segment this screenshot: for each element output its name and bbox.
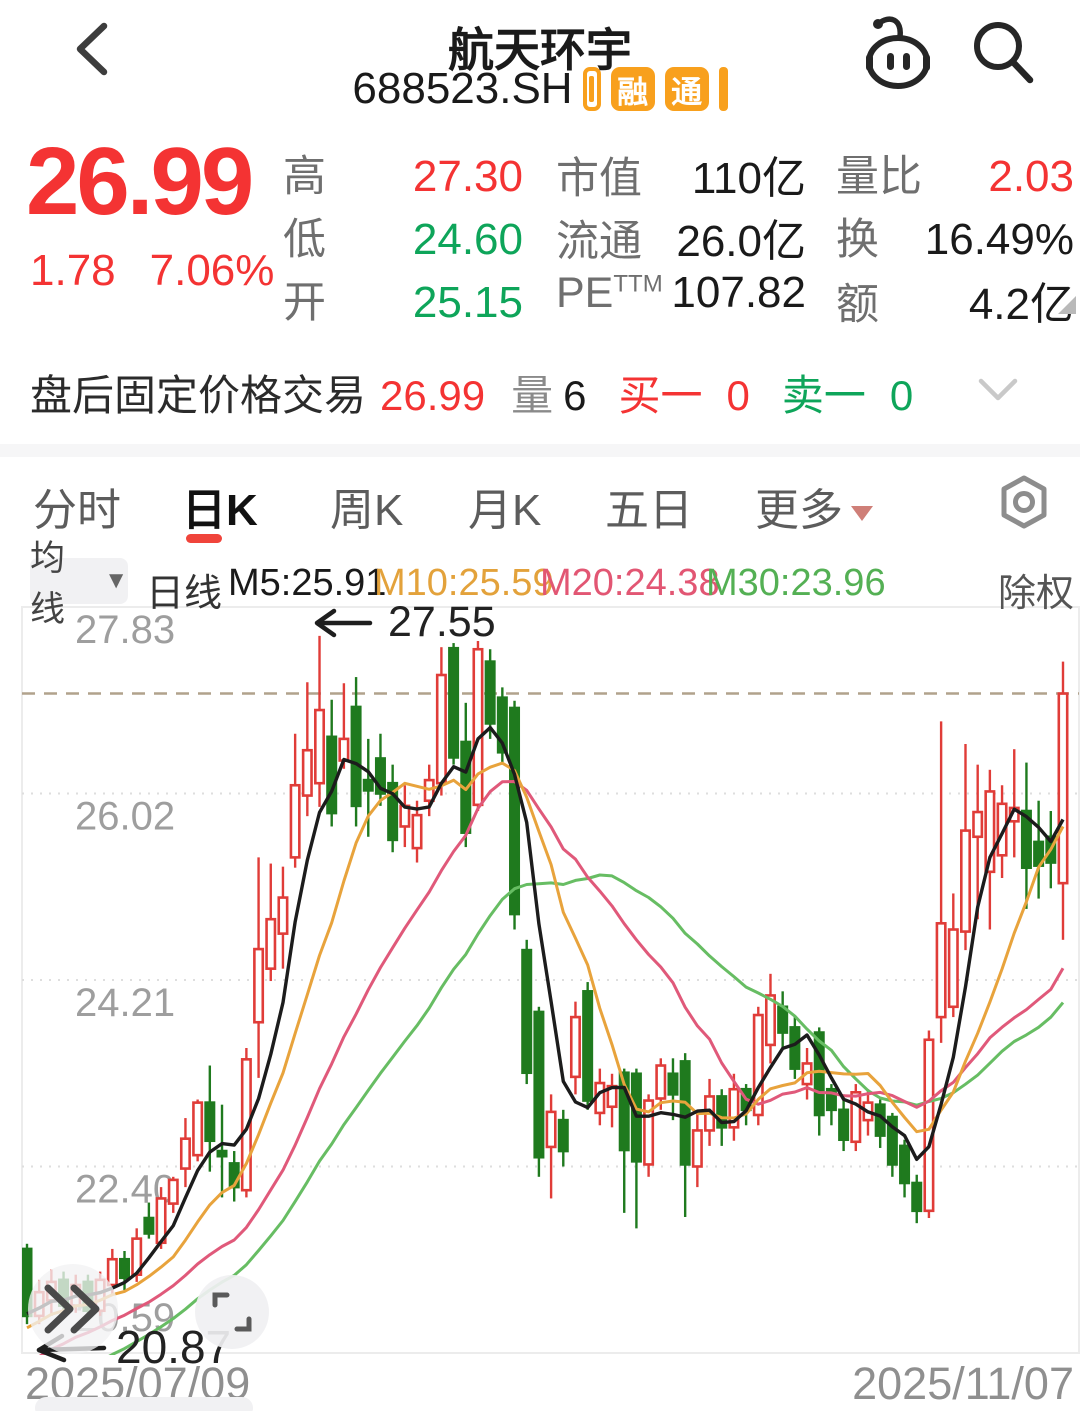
stat-value: 107.82 — [671, 268, 806, 317]
svg-text:26.02: 26.02 — [75, 795, 175, 839]
afterhours-vol-label: 量 — [511, 372, 554, 419]
skip-to-latest-button[interactable] — [28, 1264, 118, 1354]
last-price: 26.99 — [26, 128, 254, 235]
ma-line-m20 — [38, 780, 1065, 1355]
stock-code: 688523.SH — [352, 64, 573, 113]
tab-five-day[interactable]: 五日 — [605, 486, 693, 535]
bid1-value: 0 — [726, 372, 750, 419]
ask1-value: 0 — [889, 372, 914, 419]
stat-value: 25.15 — [412, 278, 523, 327]
stat-value: 16.49% — [924, 215, 1074, 264]
expand-icon — [212, 1292, 252, 1332]
stat-value: 110亿 — [691, 154, 806, 203]
change-amount: 1.78 — [30, 246, 116, 295]
afterhours-label: 盘后固定价格交易 — [30, 372, 367, 419]
stat-label: 开 — [283, 279, 326, 327]
tab-monthly-k[interactable]: 月K — [468, 486, 542, 535]
badge-fragment-icon — [582, 67, 601, 111]
stat-label: 低 — [283, 216, 326, 264]
search-icon[interactable] — [968, 18, 1038, 86]
afterhours-vol: 6 — [563, 372, 587, 419]
connect-badge: 通 — [664, 67, 709, 111]
tab-more[interactable]: 更多 — [755, 474, 873, 538]
active-tab-underline — [186, 534, 222, 543]
margin-badge: 融 — [610, 67, 655, 111]
period-label: 日线 — [146, 573, 223, 615]
chevron-down-icon: ▼ — [104, 567, 128, 594]
ma30-value: M30:23.96 — [706, 562, 886, 604]
tab-minute[interactable]: 分时 — [33, 486, 121, 535]
stat-label: 流通 — [556, 218, 642, 266]
bid1-label: 买一 — [618, 372, 703, 419]
stat-label: 换 — [836, 216, 879, 264]
stats-corner-triangle-icon — [1058, 296, 1076, 314]
page-title: 航天环宇 — [448, 24, 632, 76]
stat-value: 27.30 — [412, 152, 523, 201]
stat-value: 2.03 — [988, 152, 1074, 201]
svg-text:27.83: 27.83 — [75, 608, 175, 652]
chart-settings-icon[interactable] — [998, 474, 1050, 530]
exright-button[interactable]: 除权 — [998, 573, 1075, 615]
afterhours-price: 26.99 — [380, 372, 486, 419]
double-chevron-right-icon — [44, 1284, 100, 1334]
afterhours-row[interactable]: 盘后固定价格交易 26.99 量 6 买一 0 卖一 0 — [30, 362, 1050, 423]
assistant-robot-icon[interactable] — [856, 8, 940, 96]
next-section-pill — [35, 1397, 253, 1411]
section-divider — [0, 444, 1080, 457]
stats-col-3: 量比 2.03 换 16.49% 额 4.2亿 — [836, 142, 1074, 332]
stock-code-row: 688523.SH 融 通 — [0, 64, 1080, 114]
svg-text:24.21: 24.21 — [75, 981, 175, 1025]
ask1-label: 卖一 — [781, 372, 866, 419]
stat-value: 4.2亿 — [968, 280, 1074, 329]
stat-label: 高 — [283, 153, 326, 201]
stat-value: 24.60 — [412, 215, 523, 264]
ma20-value: M20:24.38 — [540, 562, 720, 604]
more-dropdown-triangle-icon — [851, 506, 873, 521]
stats-col-1: 高 27.30 低 24.60 开 25.15 — [283, 142, 523, 332]
ma10-value: M10:25.59 — [374, 562, 554, 604]
ma-selector[interactable]: 均线 ▼ — [30, 539, 128, 629]
change-percent: 7.06% — [149, 246, 275, 295]
ma-line-m5 — [26, 725, 1065, 1316]
stat-label: 市值 — [556, 155, 642, 203]
afterhours-chevron-down-icon[interactable] — [978, 378, 1018, 402]
tab-daily-k[interactable]: 日K — [182, 486, 258, 535]
badge-sliver-icon — [718, 67, 728, 111]
stat-label: 量比 — [836, 153, 922, 201]
stat-label-pe: PETTM — [556, 269, 663, 317]
axis-end-date: 2025/11/07 — [852, 1358, 1074, 1409]
stat-label: 额 — [836, 281, 879, 329]
price-change-row: 1.78 7.06% — [30, 246, 274, 296]
left-arrow-icon — [314, 608, 373, 637]
ma5-value: M5:25.91 — [228, 562, 387, 604]
high-annotation: 27.55 — [312, 598, 496, 647]
fullscreen-button[interactable] — [195, 1275, 269, 1349]
back-icon[interactable] — [68, 20, 116, 78]
tab-weekly-k[interactable]: 周K — [330, 486, 404, 535]
stat-value: 26.0亿 — [676, 217, 806, 266]
ma-line-m10 — [26, 761, 1065, 1330]
stats-col-2: 市值 110亿 流通 26.0亿 PETTM 107.82 — [556, 142, 806, 332]
